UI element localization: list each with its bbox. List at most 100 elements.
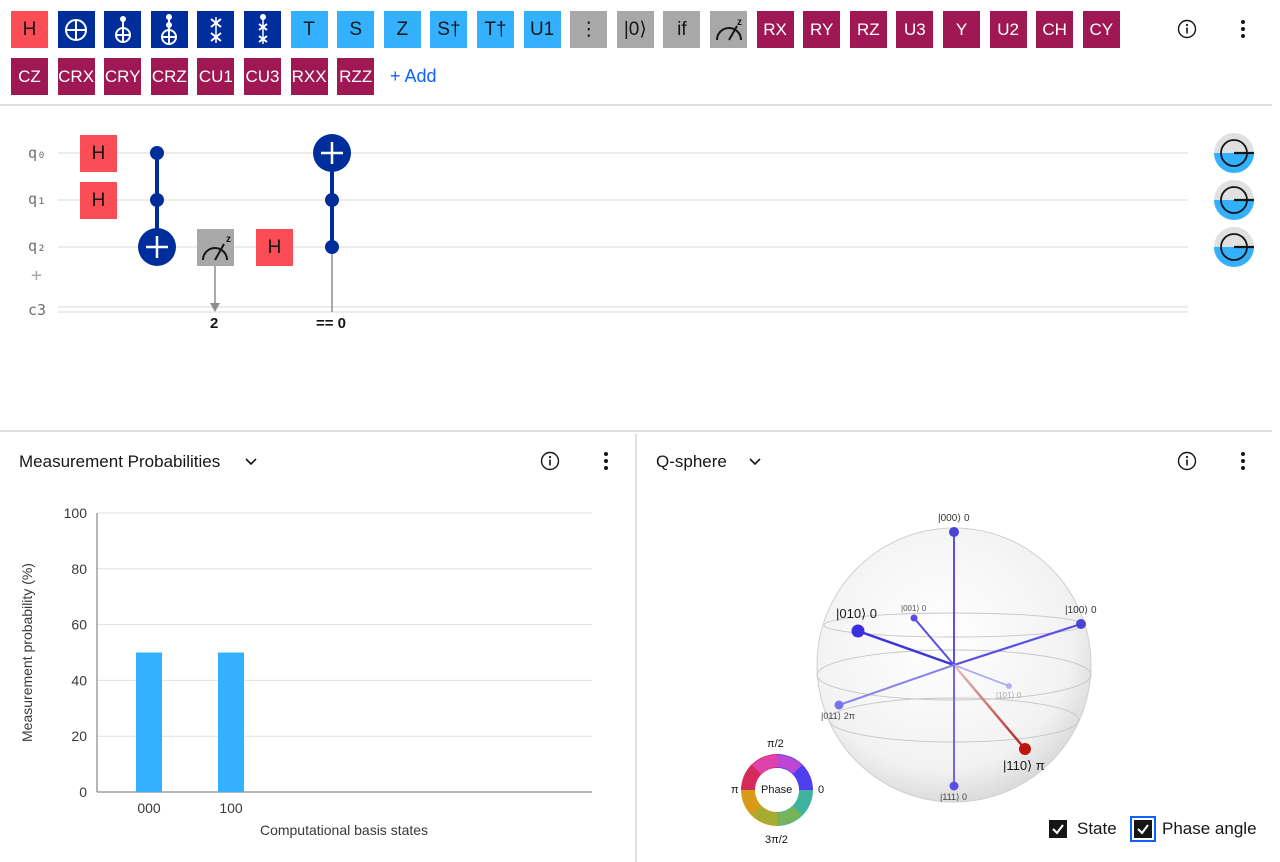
gate-ch-button[interactable]: CH: [1036, 11, 1074, 48]
gate-cu1-button[interactable]: CU1: [197, 58, 235, 95]
gate-barrier-button[interactable]: ⋮: [570, 11, 608, 48]
svg-text:z: z: [226, 234, 231, 245]
vector-110: [953, 664, 1026, 750]
state-dot-111: [949, 781, 959, 791]
gate-t-button[interactable]: T: [290, 11, 328, 48]
h-gate-q2: [256, 229, 293, 266]
y-tick-label: 60: [71, 617, 87, 633]
gate-y-label: Y: [955, 19, 968, 39]
h-gate-q1-label[interactable]: H: [91, 189, 106, 211]
add-gate-link[interactable]: + Add: [390, 66, 437, 86]
gate-palette: H T S Z S† T† U1 ⋮ |0⟩ if z RX RY RZ U3 Y U2 CH CY CZ CRX CR…: [0, 0, 1272, 106]
gate-cy-label: CY: [1089, 19, 1114, 39]
gate-rx-label: RX: [763, 19, 787, 39]
gate-swap-button[interactable]: [197, 11, 235, 48]
vector-001: [913, 617, 955, 666]
gate-s-label: S: [349, 18, 363, 40]
gate-not-button[interactable]: [57, 11, 95, 48]
gate-s-button[interactable]: S: [337, 11, 375, 48]
bar-000: [136, 652, 162, 792]
chevron-down-icon[interactable]: [740, 446, 770, 476]
phase-angle-checkbox[interactable]: Phase angle: [1130, 816, 1257, 842]
h-gate-q0: [80, 135, 117, 172]
gate-rzz-button[interactable]: RZZ: [337, 58, 375, 95]
gate-if-button[interactable]: if: [663, 11, 701, 48]
y-tick-label: 80: [71, 561, 87, 577]
gate-cz-label: CZ: [18, 66, 41, 86]
overflow-menu-icon[interactable]: [591, 446, 621, 476]
x-tick-label: 100: [219, 800, 243, 816]
state-label-001: |001⟩ 0: [901, 604, 927, 613]
measure-icon: z: [713, 16, 745, 44]
gate-rx-button[interactable]: RX: [756, 11, 794, 48]
gate-y-button[interactable]: Y: [943, 11, 980, 48]
gate-reset-button[interactable]: |0⟩: [616, 11, 654, 48]
info-icon[interactable]: [535, 446, 565, 476]
gate-crz-label: CRZ: [151, 66, 187, 86]
gate-cu3-button[interactable]: CU3: [244, 58, 281, 95]
gate-tdg-button[interactable]: T†: [477, 11, 514, 48]
gate-u1-button[interactable]: U1: [523, 11, 561, 48]
gate-measure-button[interactable]: z: [710, 11, 747, 48]
qubit-label-q0: q₀: [28, 144, 47, 162]
phase-label-bottom: 3π/2: [765, 834, 788, 846]
vector-100: [953, 622, 1082, 667]
gate-cu3-label: CU3: [245, 66, 280, 86]
gate-ch-label: CH: [1042, 19, 1067, 39]
overflow-menu-icon[interactable]: [1228, 14, 1258, 44]
info-icon[interactable]: [1172, 446, 1202, 476]
gate-cy-button[interactable]: CY: [1082, 11, 1120, 48]
gate-toffoli-button[interactable]: [150, 11, 188, 48]
gate-rxx-button[interactable]: RXX: [290, 58, 328, 95]
toffoli-control-q1: [150, 193, 164, 207]
gate-sdg-button[interactable]: S†: [430, 11, 468, 48]
gate-rzz-label: RZZ: [339, 66, 373, 86]
gate-z-button[interactable]: Z: [383, 11, 421, 48]
gate-crx-button[interactable]: CRX: [57, 58, 95, 95]
gate-crz-button[interactable]: CRZ: [150, 58, 188, 95]
gate-u3-button[interactable]: U3: [896, 11, 934, 48]
h-gate-q2-label[interactable]: H: [267, 236, 282, 258]
chevron-down-icon[interactable]: [236, 446, 266, 476]
gate-ry-button[interactable]: RY: [803, 11, 841, 48]
panel-divider: [635, 434, 637, 862]
gate-rz-button[interactable]: RZ: [849, 11, 887, 48]
svg-text:z: z: [737, 17, 742, 28]
gate-cu1-label: CU1: [198, 66, 233, 86]
classical-register-label: c3: [28, 301, 47, 319]
state-checkbox[interactable]: State: [1049, 819, 1117, 839]
gate-cz-button[interactable]: CZ: [11, 58, 48, 95]
gate-cnot-button[interactable]: [104, 11, 142, 48]
overflow-menu-icon[interactable]: [1228, 446, 1258, 476]
gate-rz-label: RZ: [856, 19, 880, 39]
state-label-110: |110⟩ π: [1003, 758, 1045, 773]
info-icon[interactable]: [1172, 14, 1202, 44]
add-qubit-button[interactable]: +: [31, 265, 42, 286]
h-gate-q1: [80, 182, 117, 219]
gate-u3-label: U3: [904, 19, 926, 39]
state-label-101: |101⟩ 0: [996, 691, 1022, 700]
gate-cry-button[interactable]: CRY: [104, 58, 142, 95]
state-label-011: |011⟩ 2π: [821, 711, 855, 721]
ccx-control-q2: [325, 240, 339, 254]
gate-ry-label: RY: [810, 19, 834, 39]
state-label-000: |000⟩ 0: [938, 513, 970, 524]
checkmark-icon[interactable]: [1049, 820, 1067, 838]
ccx-control-q1: [325, 193, 339, 207]
qsphere-canvas[interactable]: [637, 492, 1277, 862]
gate-u2-button[interactable]: U2: [989, 11, 1027, 48]
qubit-label-q1: q₁: [28, 190, 47, 208]
qsphere-title: Q-sphere: [656, 452, 727, 471]
gate-u1-label: U1: [529, 18, 555, 40]
qubit-state-indicator-q2: [1214, 227, 1254, 267]
h-gate-q0-label[interactable]: H: [91, 142, 106, 164]
toffoli-icon: [157, 13, 181, 46]
phase-angle-checkbox-label: Phase angle: [1162, 819, 1257, 838]
gate-h-button[interactable]: H: [11, 11, 48, 48]
gate-cswap-button[interactable]: [244, 11, 281, 48]
state-checkbox-label: State: [1077, 819, 1117, 838]
vector-101: [953, 664, 1010, 687]
phase-label-right: 0: [818, 784, 825, 796]
swap-icon: [204, 15, 228, 45]
checkmark-icon[interactable]: [1130, 816, 1156, 842]
